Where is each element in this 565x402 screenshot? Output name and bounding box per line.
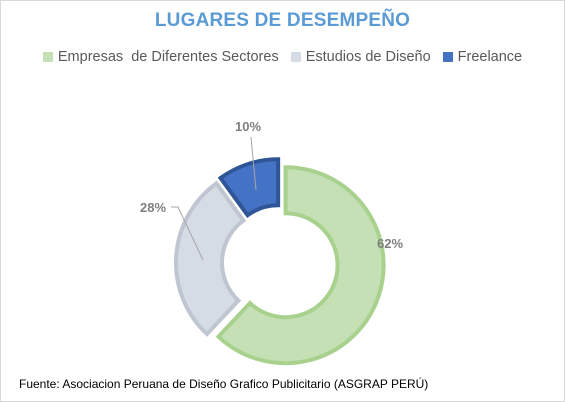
leader-line-freelance [250,136,257,191]
legend-item-freelance: Freelance [442,49,523,65]
legend-label-estudios: Estudios de Diseño [305,49,431,65]
legend-swatch-empresas [42,52,53,62]
legend-swatch-freelance [442,52,453,62]
slice-empresas [215,165,386,366]
label-empresas: 62% [377,236,403,251]
legend-label-empresas: Empresas de Diferentes Sectores [57,49,279,65]
chart-legend: Empresas de Diferentes Sectores Estudios… [0,49,565,65]
label-freelance: 10% [235,119,261,134]
source-note: Fuente: Asociacion Peruana de Diseño Gra… [19,377,429,391]
legend-item-empresas: Empresas de Diferentes Sectores [42,49,279,65]
leader-line-estudios [171,206,204,261]
chart-title: LUGARES DE DESEMPEÑO [154,10,411,31]
legend-label-freelance: Freelance [457,49,523,65]
slice-freelance [217,157,281,219]
legend-item-estudios: Estudios de Diseño [290,49,431,65]
slice-estudios [174,180,247,337]
legend-swatch-estudios [290,52,301,62]
label-estudios: 28% [140,200,166,215]
